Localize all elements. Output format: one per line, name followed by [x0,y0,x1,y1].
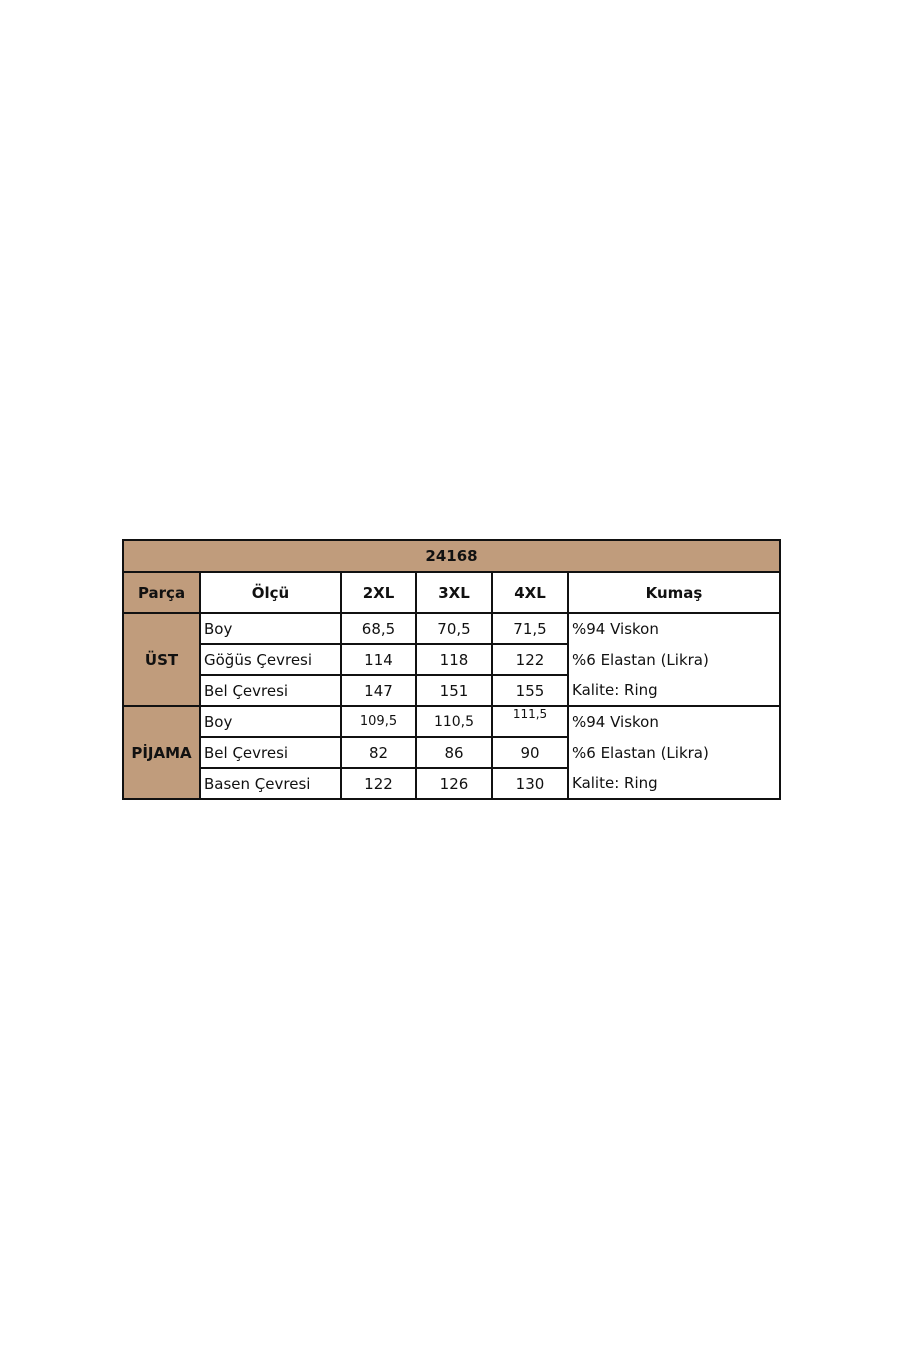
header-row: Parça Ölçü 2XL 3XL 4XL Kumaş [122,571,781,614]
value-cell: 68,5 [340,612,417,645]
value-cell: 82 [340,736,417,769]
value-cell: 90 [491,736,569,769]
part-label: PİJAMA [122,705,201,800]
table-row: Bel Çevresi 147 151 155 Kalite: Ring [123,674,781,707]
fabric-line: %6 Elastan (Likra) [567,644,781,675]
fabric-line: %94 Viskon [567,612,781,644]
header-4xl: 4XL [491,571,569,614]
table-row: Bel Çevresi 82 86 90 %6 Elastan (Likra) [123,736,781,769]
value-cell: 122 [491,643,569,676]
value-cell: 155 [491,674,569,707]
measure-label: Bel Çevresi [199,674,342,707]
table-row: Basen Çevresi 122 126 130 Kalite: Ring [123,767,781,800]
header-fabric: Kumaş [567,571,781,614]
title-row: 24168 [122,539,781,573]
value-cell: 122 [340,767,417,800]
header-2xl: 2XL [340,571,417,614]
value-cell: 151 [415,674,493,707]
size-chart-table: 24168 Parça Ölçü 2XL 3XL 4XL Kumaş ÜST B… [122,539,781,800]
product-code: 24168 [122,539,781,573]
fabric-line: Kalite: Ring [567,675,781,707]
measure-label: Boy [199,612,342,645]
value-cell: 86 [415,736,493,769]
part-label: ÜST [122,612,201,707]
table-row: PİJAMA Boy 109,5 110,5 111,5 %94 Viskon [122,705,781,800]
value-cell: 109,5 [340,705,417,738]
fabric-line: Kalite: Ring [567,768,781,800]
value-cell: 111,5 [491,705,569,738]
table-row: Göğüs Çevresi 114 118 122 %6 Elastan (Li… [123,643,781,676]
value-cell: 118 [415,643,493,676]
value-cell: 130 [491,767,569,800]
fabric-line: %94 Viskon [567,705,781,737]
measure-label: Bel Çevresi [199,736,342,769]
value-cell: 70,5 [415,612,493,645]
header-part: Parça [122,571,201,614]
measure-label: Basen Çevresi [199,767,342,800]
header-3xl: 3XL [415,571,493,614]
fabric-line: %6 Elastan (Likra) [567,737,781,768]
value-cell: 126 [415,767,493,800]
table-row: ÜST Boy 68,5 70,5 71,5 %94 Viskon [122,612,781,707]
value-cell: 71,5 [491,612,569,645]
measure-label: Boy [199,705,342,738]
value-cell: 110,5 [415,705,493,738]
header-measure: Ölçü [199,571,342,614]
value-cell: 147 [340,674,417,707]
measure-label: Göğüs Çevresi [199,643,342,676]
value-cell: 114 [340,643,417,676]
